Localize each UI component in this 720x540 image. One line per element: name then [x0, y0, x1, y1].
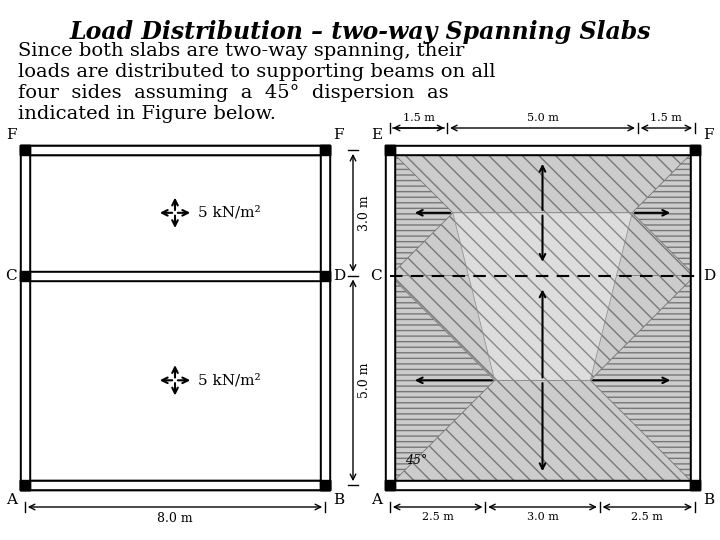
Polygon shape	[20, 145, 30, 490]
Polygon shape	[387, 147, 698, 153]
Polygon shape	[20, 480, 30, 490]
Text: D: D	[703, 268, 715, 282]
Polygon shape	[390, 275, 495, 485]
Text: B: B	[333, 493, 344, 507]
Polygon shape	[22, 147, 328, 153]
Text: 3.0 m: 3.0 m	[526, 512, 559, 522]
Text: A: A	[6, 493, 17, 507]
Polygon shape	[320, 145, 330, 490]
Polygon shape	[387, 482, 698, 488]
Text: C: C	[5, 268, 17, 282]
Polygon shape	[590, 275, 695, 485]
Text: 8.0 m: 8.0 m	[157, 512, 193, 525]
Text: Load Distribution – two-way Spanning Slabs: Load Distribution – two-way Spanning Sla…	[69, 20, 651, 44]
Polygon shape	[690, 145, 700, 155]
Text: 5.0 m: 5.0 m	[526, 113, 559, 123]
Polygon shape	[453, 213, 632, 380]
Polygon shape	[322, 482, 328, 488]
Polygon shape	[320, 271, 330, 281]
Text: D: D	[333, 268, 346, 282]
Polygon shape	[385, 480, 395, 490]
Text: 2.5 m: 2.5 m	[422, 512, 454, 522]
Polygon shape	[22, 482, 28, 488]
Text: four  sides  assuming  a  45°  dispersion  as: four sides assuming a 45° dispersion as	[18, 84, 449, 102]
Polygon shape	[632, 150, 695, 275]
Text: 5 kN/m²: 5 kN/m²	[198, 206, 261, 220]
Polygon shape	[20, 480, 30, 490]
Polygon shape	[20, 145, 330, 155]
Text: loads are distributed to supporting beams on all: loads are distributed to supporting beam…	[18, 63, 495, 81]
Text: 1.5 m: 1.5 m	[650, 113, 683, 123]
Polygon shape	[20, 145, 30, 155]
Polygon shape	[390, 150, 695, 485]
Text: F: F	[333, 128, 343, 142]
Polygon shape	[20, 271, 30, 281]
Text: 3.0 m: 3.0 m	[358, 195, 371, 231]
Text: indicated in Figure below.: indicated in Figure below.	[18, 105, 276, 123]
Polygon shape	[390, 213, 695, 275]
Polygon shape	[22, 147, 28, 488]
Text: A: A	[371, 493, 382, 507]
Text: B: B	[703, 493, 714, 507]
Text: 1.5 m: 1.5 m	[402, 113, 435, 123]
Polygon shape	[385, 145, 700, 155]
Text: F: F	[703, 128, 714, 142]
Text: 2.5 m: 2.5 m	[631, 512, 663, 522]
Polygon shape	[385, 145, 395, 490]
Polygon shape	[387, 147, 393, 488]
Polygon shape	[22, 147, 328, 153]
Polygon shape	[390, 380, 695, 485]
Polygon shape	[320, 480, 330, 490]
Polygon shape	[22, 482, 328, 488]
Polygon shape	[690, 145, 700, 490]
Text: C: C	[370, 268, 382, 282]
Polygon shape	[322, 147, 328, 488]
Polygon shape	[22, 482, 328, 488]
Polygon shape	[20, 145, 330, 155]
Polygon shape	[390, 150, 453, 275]
Text: Since both slabs are two-way spanning, their: Since both slabs are two-way spanning, t…	[18, 42, 464, 60]
Polygon shape	[390, 150, 695, 213]
Text: 45°: 45°	[405, 454, 427, 467]
Polygon shape	[390, 275, 695, 380]
Text: 5.0 m: 5.0 m	[358, 362, 371, 398]
Polygon shape	[385, 145, 395, 155]
Polygon shape	[690, 480, 700, 490]
Polygon shape	[385, 480, 700, 490]
Text: 5 kN/m²: 5 kN/m²	[198, 373, 261, 387]
Polygon shape	[22, 273, 328, 279]
Polygon shape	[320, 145, 330, 155]
Polygon shape	[320, 480, 330, 490]
Polygon shape	[20, 480, 330, 490]
Polygon shape	[692, 147, 698, 488]
Polygon shape	[20, 480, 330, 490]
Polygon shape	[20, 271, 330, 281]
Text: F: F	[6, 128, 17, 142]
Text: E: E	[371, 128, 382, 142]
